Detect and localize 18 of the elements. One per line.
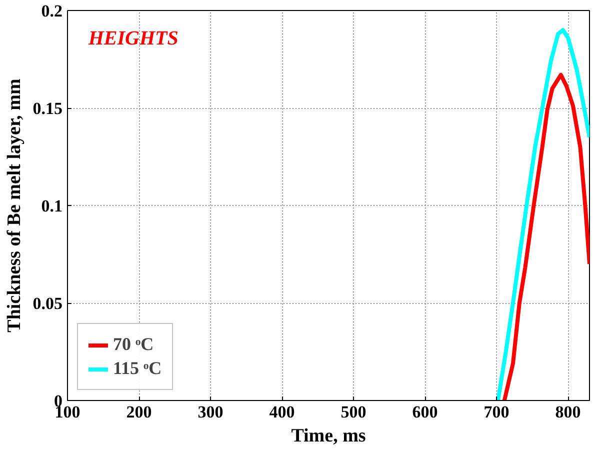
x-tick-label: 500 — [340, 402, 366, 422]
annotation: HEIGHTS — [87, 28, 178, 50]
x-axis-title: Time, ms — [291, 426, 366, 446]
x-tick-label: 600 — [412, 402, 438, 422]
x-tick-label: 300 — [198, 402, 224, 422]
legend-label: 70 ᵒC — [113, 334, 154, 355]
line-series — [496, 28, 590, 400]
legend-label: 115 ᵒC — [113, 358, 162, 379]
y-tick-label: 0.05 — [32, 294, 62, 313]
x-tick-label: 800 — [555, 402, 581, 422]
y-tick-label: 0.15 — [32, 99, 62, 118]
line-series — [502, 72, 590, 400]
y-tick-label: 0.2 — [41, 2, 62, 20]
y-tick-label: 0.1 — [41, 196, 62, 216]
x-tick-label: 400 — [269, 402, 295, 422]
x-tick-label: 700 — [484, 402, 510, 422]
y-axis-title: Thickness of Be melt layer, mm — [4, 78, 25, 332]
x-tick-label: 200 — [126, 402, 152, 422]
